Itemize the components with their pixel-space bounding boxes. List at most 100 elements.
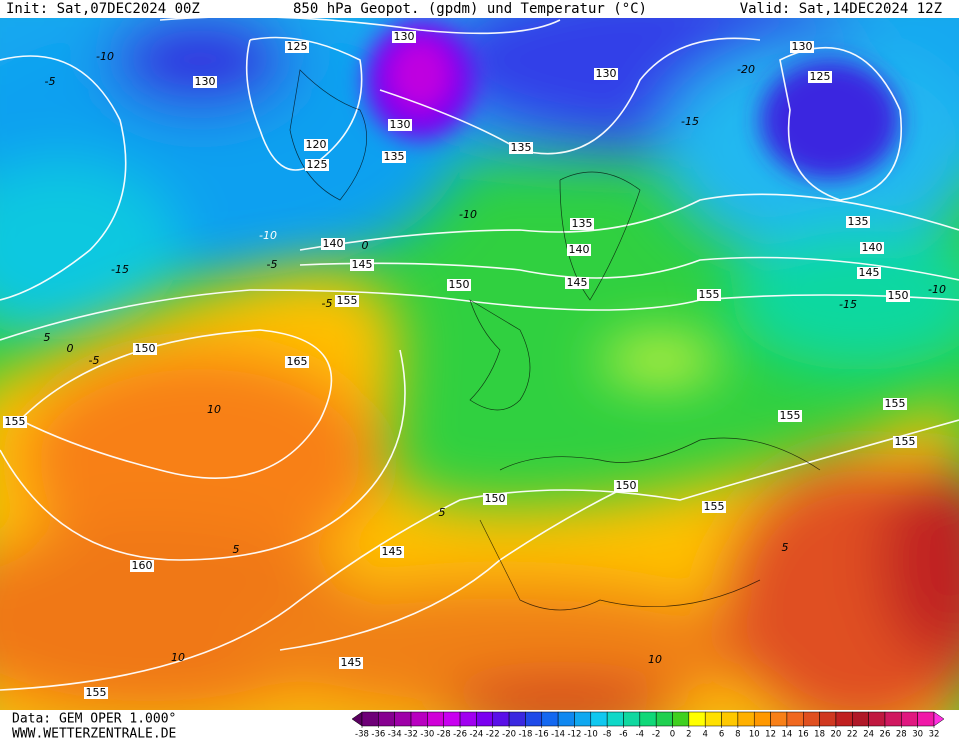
colorbar-cell (378, 711, 395, 727)
colorbar-cell (541, 711, 559, 727)
colorbar-cell (917, 711, 935, 727)
geopotential-label: 130 (195, 75, 216, 88)
colorbar-cell (786, 711, 804, 727)
contour-label-box (883, 398, 907, 410)
geopotential-label: 130 (390, 118, 411, 131)
isotherm-label: 10 (648, 653, 662, 666)
contour-label-box (350, 259, 374, 271)
contour-label-box (3, 416, 27, 428)
colorbar-cell (672, 711, 690, 727)
contour-label-box (567, 244, 591, 256)
contour-label-box (570, 218, 594, 230)
isotherm-label: 10 (171, 651, 185, 664)
geopotential-label: 165 (287, 355, 308, 368)
geopotential-label: 155 (5, 415, 26, 428)
colorbar-tick-label: 26 (880, 730, 891, 740)
colorbar-tick-label: -20 (502, 730, 516, 740)
colorbar-cell (901, 711, 918, 727)
contour-label-box (285, 41, 309, 53)
geopotential-label: 155 (885, 397, 906, 410)
geopotential-label: 135 (384, 150, 405, 163)
colorbar-cell (737, 711, 755, 727)
colorbar-cell (394, 711, 412, 727)
colorbar-tick-label: 6 (719, 730, 724, 740)
colorbar-tick-label: -32 (404, 730, 418, 740)
map-title: 850 hPa Geopot. (gpdm) und Temperatur (°… (293, 1, 647, 17)
colorbar-tick-label: 18 (814, 730, 825, 740)
contour-label-box (565, 277, 589, 289)
colorbar-tick-label: -34 (388, 730, 402, 740)
colorbar-tick-label: -26 (453, 730, 467, 740)
colorbar-cell (770, 711, 788, 727)
geopotential-label: 135 (572, 217, 593, 230)
contour-label-box (84, 687, 108, 699)
colorbar-cell (606, 711, 624, 727)
isotherm-label: -5 (267, 258, 278, 271)
colorbar-cell (525, 711, 543, 727)
contour-label-box (321, 238, 345, 250)
colorbar-tick-label: -16 (535, 730, 549, 740)
colorbar-arrow-right (933, 711, 945, 727)
colorbar-tick-label: -18 (518, 730, 532, 740)
isotherm-label: -15 (839, 298, 857, 311)
isotherm-label: 0 (362, 239, 369, 252)
contour-label-box (339, 657, 363, 669)
geopotential-label: 135 (848, 215, 869, 228)
colorbar-tick-label: 8 (735, 730, 740, 740)
geopotential-label: 130 (792, 40, 813, 53)
geopotential-label: 130 (394, 30, 415, 43)
isotherm-label: -5 (45, 75, 56, 88)
colorbar-cell (819, 711, 837, 727)
isotherm-label: -5 (322, 297, 333, 310)
geopotential-label: 130 (596, 67, 617, 80)
geopotential-label: 140 (569, 243, 590, 256)
colorbar-cell (427, 711, 444, 727)
colorbar-tick-label: 32 (929, 730, 940, 740)
colorbar-cell (361, 711, 379, 727)
geopotential-label: 135 (511, 141, 532, 154)
colorbar-cell (704, 711, 722, 727)
contour-label-box (304, 139, 328, 151)
contour-label-box (509, 142, 533, 154)
contour-label-box (614, 480, 638, 492)
geopotential-label: 145 (382, 545, 403, 558)
temperature-labels: -10 -20 -15 -5 -10 -10 -15 -5 0 -15 -10 0 -5 5 -5 10 5 5 1… (44, 50, 946, 666)
colorbar-tick-label: 24 (863, 730, 874, 740)
colorbar-tick-label: 22 (847, 730, 858, 740)
geopotential-label: 155 (704, 500, 725, 513)
geopotential-labels: 125 130 130 130 130 125 130 120 125 135 135 135 135 1… (3, 30, 917, 699)
isotherm-label: 5 (782, 541, 789, 554)
contour-label-box (133, 343, 157, 355)
geopotential-label: 150 (135, 342, 156, 355)
geopotential-label: 125 (307, 158, 328, 171)
colorbar-tick-label: -8 (603, 730, 611, 740)
valid-text: Valid: Sat,14DEC2024 12Z (740, 1, 942, 17)
colorbar-cell (508, 711, 526, 727)
colorbar-tick-label: -22 (486, 730, 500, 740)
contour-label-box (305, 159, 329, 171)
colorbar-tick-label: 10 (749, 730, 760, 740)
contour-label-box (594, 68, 618, 80)
contour-label-box (388, 119, 412, 131)
colorbar-tick-label: 14 (782, 730, 793, 740)
contour-label-box (778, 410, 802, 422)
colorbar-cell (721, 711, 739, 727)
geopotential-label: 160 (132, 559, 153, 572)
geopotential-label: 155 (699, 288, 720, 301)
colorbar-cell (835, 711, 853, 727)
contour-label-box (193, 76, 217, 88)
geopotential-label: 120 (306, 138, 327, 151)
colorbar-cell (459, 711, 477, 727)
colorbar-tick-label: -4 (636, 730, 644, 740)
colorbar-cell (590, 711, 608, 727)
contour-label-box (857, 267, 881, 279)
isotherm-label: -15 (111, 263, 129, 276)
geopotential-label: 125 (810, 70, 831, 83)
colorbar-tick-label: 30 (912, 730, 923, 740)
geopotential-label: 150 (449, 278, 470, 291)
isotherm-label: -20 (737, 63, 755, 76)
isotherm-label: 5 (233, 543, 240, 556)
contour-label-box (130, 560, 154, 572)
contour-label-box (790, 41, 814, 53)
